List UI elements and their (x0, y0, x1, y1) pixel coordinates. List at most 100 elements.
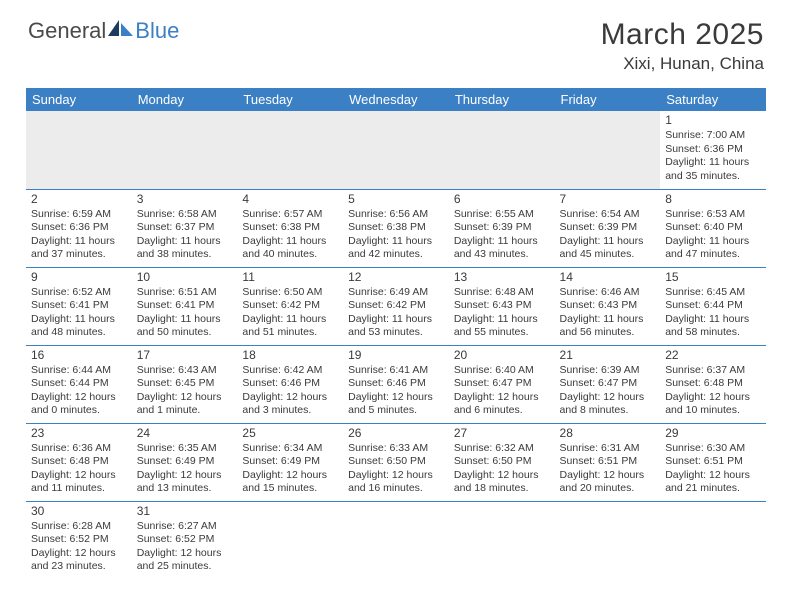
calendar-day: 18Sunrise: 6:42 AMSunset: 6:46 PMDayligh… (237, 345, 343, 423)
sunrise-line: Sunrise: 6:41 AM (348, 364, 444, 377)
sunset-line: Sunset: 6:44 PM (31, 377, 127, 390)
sunset-line: Sunset: 6:48 PM (665, 377, 761, 390)
day-number: 12 (348, 270, 444, 285)
calendar-day: 28Sunrise: 6:31 AMSunset: 6:51 PMDayligh… (555, 423, 661, 501)
sunset-line: Sunset: 6:42 PM (348, 299, 444, 312)
sunrise-line: Sunrise: 6:54 AM (560, 208, 656, 221)
sunrise-line: Sunrise: 6:40 AM (454, 364, 550, 377)
daylight-line: Daylight: 11 hours (665, 313, 761, 326)
calendar-day: 3Sunrise: 6:58 AMSunset: 6:37 PMDaylight… (132, 189, 238, 267)
calendar-day: 10Sunrise: 6:51 AMSunset: 6:41 PMDayligh… (132, 267, 238, 345)
calendar-day-empty (132, 111, 238, 189)
daylight-line: and 58 minutes. (665, 326, 761, 339)
sunrise-line: Sunrise: 6:37 AM (665, 364, 761, 377)
calendar-day: 1Sunrise: 7:00 AMSunset: 6:36 PMDaylight… (660, 111, 766, 189)
calendar-day-empty (449, 111, 555, 189)
daylight-line: Daylight: 12 hours (137, 547, 233, 560)
daylight-line: and 43 minutes. (454, 248, 550, 261)
sunset-line: Sunset: 6:46 PM (348, 377, 444, 390)
sunrise-line: Sunrise: 6:44 AM (31, 364, 127, 377)
calendar-week: 16Sunrise: 6:44 AMSunset: 6:44 PMDayligh… (26, 345, 766, 423)
day-number: 7 (560, 192, 656, 207)
day-number: 30 (31, 504, 127, 519)
sunset-line: Sunset: 6:43 PM (454, 299, 550, 312)
sunset-line: Sunset: 6:43 PM (560, 299, 656, 312)
day-number: 22 (665, 348, 761, 363)
sail-icon (108, 18, 134, 44)
day-number: 15 (665, 270, 761, 285)
sunrise-line: Sunrise: 6:42 AM (242, 364, 338, 377)
day-number: 18 (242, 348, 338, 363)
sunrise-line: Sunrise: 6:51 AM (137, 286, 233, 299)
calendar-day-empty (555, 501, 661, 579)
sunrise-line: Sunrise: 6:28 AM (31, 520, 127, 533)
daylight-line: and 18 minutes. (454, 482, 550, 495)
daylight-line: Daylight: 12 hours (665, 391, 761, 404)
sunrise-line: Sunrise: 6:53 AM (665, 208, 761, 221)
daylight-line: Daylight: 11 hours (560, 313, 656, 326)
sunset-line: Sunset: 6:38 PM (348, 221, 444, 234)
calendar-day: 11Sunrise: 6:50 AMSunset: 6:42 PMDayligh… (237, 267, 343, 345)
daylight-line: and 16 minutes. (348, 482, 444, 495)
sunrise-line: Sunrise: 6:33 AM (348, 442, 444, 455)
calendar-day-empty (26, 111, 132, 189)
daylight-line: Daylight: 11 hours (137, 313, 233, 326)
calendar-day: 19Sunrise: 6:41 AMSunset: 6:46 PMDayligh… (343, 345, 449, 423)
calendar-day-empty (660, 501, 766, 579)
calendar-day: 4Sunrise: 6:57 AMSunset: 6:38 PMDaylight… (237, 189, 343, 267)
daylight-line: Daylight: 12 hours (242, 469, 338, 482)
sunrise-line: Sunrise: 6:34 AM (242, 442, 338, 455)
sunset-line: Sunset: 6:49 PM (137, 455, 233, 468)
daylight-line: and 38 minutes. (137, 248, 233, 261)
daylight-line: and 1 minute. (137, 404, 233, 417)
sunset-line: Sunset: 6:50 PM (454, 455, 550, 468)
day-header-row: Sunday Monday Tuesday Wednesday Thursday… (26, 88, 766, 111)
brand-part2: Blue (135, 18, 179, 44)
daylight-line: Daylight: 12 hours (137, 391, 233, 404)
sunrise-line: Sunrise: 7:00 AM (665, 129, 761, 142)
calendar-day-empty (343, 501, 449, 579)
daylight-line: and 3 minutes. (242, 404, 338, 417)
sunrise-line: Sunrise: 6:32 AM (454, 442, 550, 455)
sunset-line: Sunset: 6:37 PM (137, 221, 233, 234)
calendar-body: 1Sunrise: 7:00 AMSunset: 6:36 PMDaylight… (26, 111, 766, 579)
day-number: 4 (242, 192, 338, 207)
day-number: 3 (137, 192, 233, 207)
daylight-line: and 55 minutes. (454, 326, 550, 339)
month-title: March 2025 (601, 18, 764, 52)
day-number: 31 (137, 504, 233, 519)
sunrise-line: Sunrise: 6:50 AM (242, 286, 338, 299)
daylight-line: Daylight: 12 hours (560, 391, 656, 404)
calendar-day: 5Sunrise: 6:56 AMSunset: 6:38 PMDaylight… (343, 189, 449, 267)
sunset-line: Sunset: 6:46 PM (242, 377, 338, 390)
sunset-line: Sunset: 6:47 PM (560, 377, 656, 390)
day-number: 21 (560, 348, 656, 363)
daylight-line: and 20 minutes. (560, 482, 656, 495)
page-header: GeneralBlue March 2025 Xixi, Hunan, Chin… (0, 0, 792, 82)
sunset-line: Sunset: 6:39 PM (560, 221, 656, 234)
sunset-line: Sunset: 6:52 PM (137, 533, 233, 546)
calendar-day: 17Sunrise: 6:43 AMSunset: 6:45 PMDayligh… (132, 345, 238, 423)
calendar-day: 21Sunrise: 6:39 AMSunset: 6:47 PMDayligh… (555, 345, 661, 423)
calendar-day: 8Sunrise: 6:53 AMSunset: 6:40 PMDaylight… (660, 189, 766, 267)
day-number: 5 (348, 192, 444, 207)
sunset-line: Sunset: 6:39 PM (454, 221, 550, 234)
calendar-week: 2Sunrise: 6:59 AMSunset: 6:36 PMDaylight… (26, 189, 766, 267)
day-header: Wednesday (343, 88, 449, 111)
sunset-line: Sunset: 6:49 PM (242, 455, 338, 468)
daylight-line: Daylight: 11 hours (560, 235, 656, 248)
daylight-line: Daylight: 11 hours (348, 313, 444, 326)
calendar-day: 6Sunrise: 6:55 AMSunset: 6:39 PMDaylight… (449, 189, 555, 267)
title-block: March 2025 Xixi, Hunan, China (601, 18, 764, 74)
day-number: 8 (665, 192, 761, 207)
sunset-line: Sunset: 6:42 PM (242, 299, 338, 312)
sunset-line: Sunset: 6:40 PM (665, 221, 761, 234)
sunset-line: Sunset: 6:52 PM (31, 533, 127, 546)
sunrise-line: Sunrise: 6:59 AM (31, 208, 127, 221)
daylight-line: Daylight: 11 hours (348, 235, 444, 248)
sunrise-line: Sunrise: 6:39 AM (560, 364, 656, 377)
daylight-line: Daylight: 11 hours (665, 156, 761, 169)
day-header: Saturday (660, 88, 766, 111)
calendar-day: 22Sunrise: 6:37 AMSunset: 6:48 PMDayligh… (660, 345, 766, 423)
daylight-line: and 10 minutes. (665, 404, 761, 417)
